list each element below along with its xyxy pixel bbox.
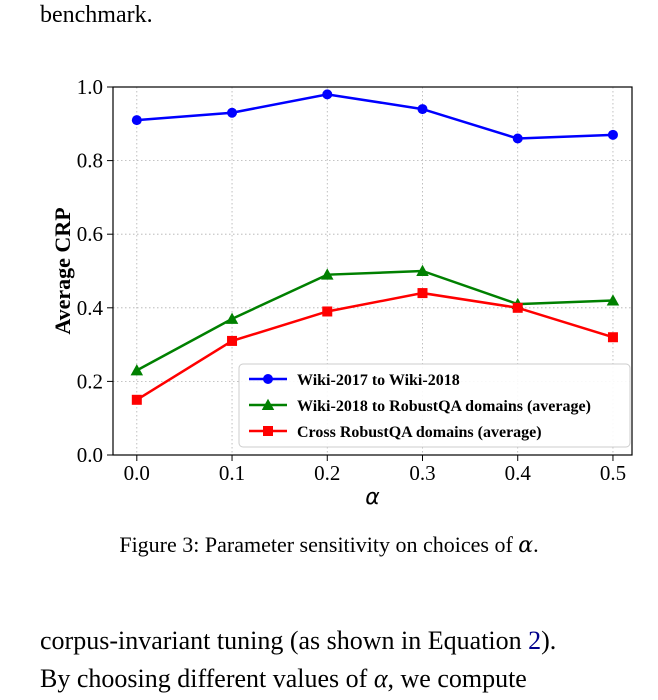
caption-prefix: Figure 3: Parameter sensitivity on choic… xyxy=(119,532,519,557)
figure-caption: Figure 3: Parameter sensitivity on choic… xyxy=(0,532,658,558)
caption-alpha-symbol: α xyxy=(518,533,534,558)
series-line xyxy=(136,291,614,401)
legend-marker xyxy=(263,426,273,436)
equation-reference-link[interactable]: 2 xyxy=(528,626,542,655)
axis-ticks: 0.0 0.1 0.2 0.3 0.4 0.5 0.0 0.2 0.4 0.6 0.8 1.0 xyxy=(77,75,626,485)
data-point xyxy=(131,115,142,126)
data-point xyxy=(417,288,428,299)
data-point xyxy=(606,294,620,306)
legend-entry: Wiki-2018 to RobustQA domains (average) xyxy=(297,398,591,415)
preceding-text: benchmark. xyxy=(40,2,153,28)
y-tick-label: 0.2 xyxy=(77,369,103,393)
x-tick-label: 0.1 xyxy=(219,461,245,485)
y-tick-label: 1.0 xyxy=(77,75,103,99)
y-tick-label: 0.0 xyxy=(77,443,103,467)
data-point xyxy=(131,394,142,405)
data-point xyxy=(227,107,238,118)
legend-entry: Cross RobustQA domains (average) xyxy=(297,424,542,441)
caption-suffix: . xyxy=(533,532,539,557)
data-point xyxy=(416,264,429,276)
plot-frame xyxy=(112,86,633,456)
data-point xyxy=(322,89,333,100)
body-text: , we compute xyxy=(387,664,527,693)
body-text: By choosing different values of xyxy=(40,664,374,693)
x-tick-label: 0.5 xyxy=(600,461,626,485)
y-axis-label: Average CRP xyxy=(50,207,75,334)
data-point xyxy=(607,129,618,140)
alpha-symbol: α xyxy=(373,664,388,693)
legend-marker xyxy=(263,374,273,384)
data-point xyxy=(417,104,428,115)
body-text-line-2: By choosing different values of α, we co… xyxy=(40,664,527,694)
legend-marker xyxy=(261,398,275,410)
body-text: corpus-invariant tuning (as shown in Equ… xyxy=(40,626,529,655)
x-tick-label: 0.0 xyxy=(124,461,150,485)
x-axis-label: α xyxy=(365,485,380,510)
legend-entry: Wiki-2017 to Wiki-2018 xyxy=(297,372,460,389)
data-point xyxy=(130,364,144,376)
body-text-line-1: corpus-invariant tuning (as shown in Equ… xyxy=(40,626,556,656)
x-tick-label: 0.3 xyxy=(409,461,435,485)
y-tick-label: 0.6 xyxy=(77,222,103,246)
y-tick-label: 0.4 xyxy=(77,296,104,320)
data-point xyxy=(227,335,238,346)
legend: Wiki-2017 to Wiki-2018 Wiki-2018 to Robus… xyxy=(238,363,631,448)
data-point xyxy=(322,306,333,317)
data-point xyxy=(607,332,618,343)
data-point xyxy=(512,302,523,313)
x-tick-label: 0.2 xyxy=(314,461,340,485)
data-point xyxy=(321,268,334,280)
series-layer xyxy=(130,89,620,405)
y-tick-label: 0.8 xyxy=(77,149,103,173)
series-line xyxy=(136,269,614,372)
series-line xyxy=(136,93,614,140)
body-text: ). xyxy=(541,626,557,655)
legend-box xyxy=(238,363,631,448)
data-point xyxy=(512,133,523,144)
data-point xyxy=(225,312,239,324)
parameter-sensitivity-chart: 0.0 0.1 0.2 0.3 0.4 0.5 0.0 0.2 0.4 0.6 0.8 1.0 Ave… xyxy=(50,75,633,510)
x-tick-label: 0.4 xyxy=(505,461,532,485)
